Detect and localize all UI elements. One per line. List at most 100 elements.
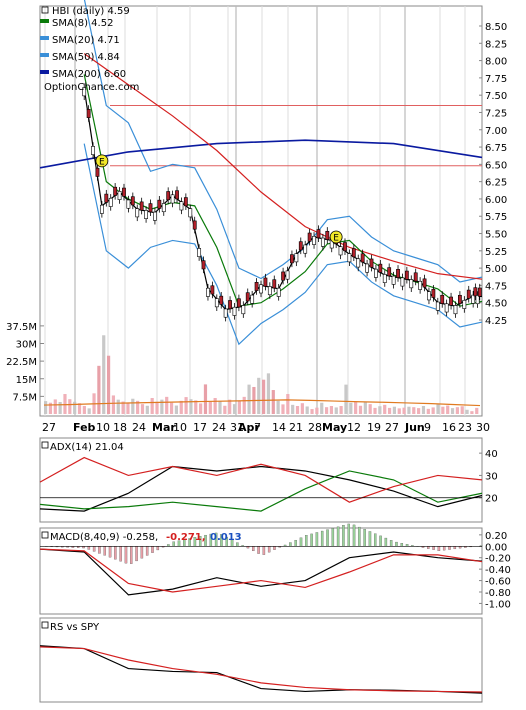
candle-body <box>220 296 223 304</box>
volume-bar <box>291 405 294 414</box>
volume-bar <box>277 401 280 414</box>
volume-bar <box>165 397 168 414</box>
candle-body <box>454 305 457 313</box>
indicator-tick-label: 30 <box>485 471 498 482</box>
date-axis-label: 9 <box>424 421 431 434</box>
macd-histogram-bar <box>379 536 381 546</box>
candle-body <box>414 273 417 281</box>
candle-body <box>436 302 439 310</box>
macd-histogram-bar <box>348 524 350 546</box>
indicator-tick-label: 0.20 <box>485 531 507 542</box>
date-axis-label: 30 <box>476 421 490 434</box>
volume-bar <box>112 395 115 414</box>
candle-body <box>388 268 391 276</box>
macd-histogram-bar <box>332 528 334 546</box>
volume-bar <box>456 407 459 414</box>
macd-histogram-bar <box>337 527 339 547</box>
volume-bar <box>218 401 221 414</box>
macd-histogram-bar <box>432 546 434 549</box>
macd-histogram-bar <box>454 546 456 549</box>
candle-body <box>290 255 293 263</box>
volume-bar <box>146 406 149 414</box>
volume-bar <box>262 380 265 414</box>
volume-bar <box>257 378 260 414</box>
candle-body <box>427 292 430 300</box>
macd-histogram-bar <box>125 546 127 563</box>
candle-body <box>273 280 276 288</box>
volume-bar <box>465 410 468 414</box>
volume-bar <box>194 400 197 414</box>
sma200-legend-label: SMA(200) 6.60 <box>52 69 126 80</box>
price-tick-label: 8.00 <box>485 57 507 68</box>
volume-bar <box>436 404 439 414</box>
date-axis-label: 17 <box>193 421 207 434</box>
candle-body <box>352 249 355 257</box>
volume-bar <box>184 397 187 414</box>
volume-bar <box>310 409 313 414</box>
candle-body <box>312 236 315 244</box>
candle-body <box>211 286 214 294</box>
volume-bar <box>141 404 144 414</box>
volume-bar <box>238 401 241 414</box>
date-axis-label: 21 <box>289 421 303 434</box>
earnings-marker-label: E <box>99 157 105 167</box>
volume-bar <box>247 385 250 414</box>
candle-body <box>131 197 134 205</box>
candle-body <box>127 200 130 208</box>
volume-bar <box>204 384 207 414</box>
volume-bar <box>54 399 57 414</box>
date-axis-label: 27 <box>385 421 399 434</box>
candle-body <box>357 259 360 267</box>
macd-histogram-bar <box>300 538 302 547</box>
volume-bar <box>267 373 270 414</box>
volume-bar <box>369 404 372 414</box>
candle-body <box>114 187 117 195</box>
volume-bar <box>68 399 71 414</box>
macd-histogram-bar <box>157 546 159 550</box>
macd-histogram-bar <box>295 540 297 546</box>
price-tick-label: 5.50 <box>485 230 507 241</box>
price-tick-label: 5.75 <box>485 212 507 223</box>
volume-bar <box>315 408 318 414</box>
candle-body <box>326 231 329 239</box>
volume-tick-label: 7.5M <box>12 392 37 403</box>
candle-body <box>365 264 368 272</box>
candle-body <box>91 146 94 154</box>
volume-bar <box>383 405 386 414</box>
volume-bar <box>373 408 376 414</box>
volume-tick-label: 15M <box>16 375 37 386</box>
date-axis-label: 23 <box>458 421 472 434</box>
date-axis-label: 24 <box>212 421 226 434</box>
price-tick-label: 6.25 <box>485 178 507 189</box>
volume-bar <box>398 408 401 414</box>
candle-body <box>198 248 201 256</box>
volume-bar <box>335 407 338 414</box>
macd-histogram-bar <box>385 538 387 546</box>
volume-bar <box>359 406 362 414</box>
macd-histogram-bar <box>406 544 408 546</box>
volume-bar <box>83 406 86 414</box>
macd-histogram-bar <box>135 546 137 561</box>
volume-bar <box>73 402 76 414</box>
macd-histogram-bar <box>104 546 106 555</box>
price-tick-label: 7.00 <box>485 126 507 137</box>
candle-body <box>251 295 254 303</box>
candle-body <box>242 305 245 313</box>
candle-body <box>264 278 267 286</box>
volume-bar <box>88 408 91 414</box>
volume-bar <box>354 402 357 414</box>
date-axis-label: Feb <box>73 421 96 434</box>
candle-body <box>374 269 377 277</box>
macd-histogram-bar <box>342 525 344 546</box>
volume-bar <box>330 406 333 414</box>
candle-body <box>224 309 227 317</box>
macd-histogram-bar <box>438 546 440 551</box>
volume-bar <box>470 411 473 414</box>
indicator-tick-label: -0.80 <box>485 588 511 599</box>
price-tick-label: 7.25 <box>485 108 507 119</box>
volume-bar <box>209 402 212 414</box>
macd-histogram-bar <box>353 525 355 546</box>
macd-histogram-bar <box>369 531 371 546</box>
candle-body <box>458 295 461 303</box>
